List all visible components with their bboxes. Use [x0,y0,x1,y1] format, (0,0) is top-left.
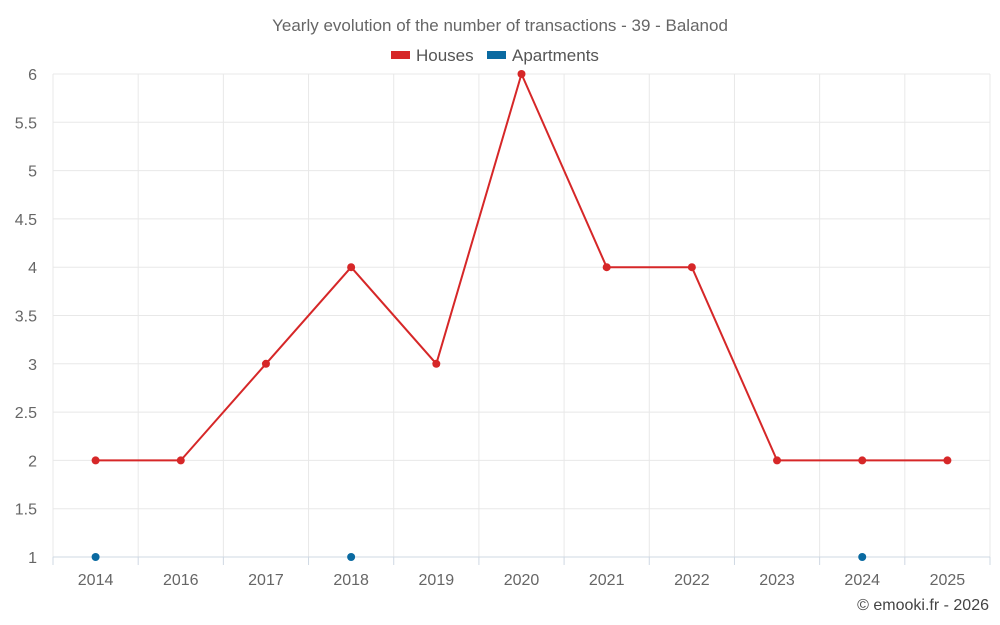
y-tick-label: 1.5 [15,502,37,519]
x-tick-label: 2017 [248,572,284,589]
x-tick-label: 2020 [504,572,540,589]
y-tick-label: 5.5 [15,115,37,132]
data-point-houses[interactable] [517,70,526,78]
data-point-houses[interactable] [176,456,185,465]
data-point-houses[interactable] [773,456,782,465]
y-tick-label: 4.5 [15,212,37,229]
x-tick-label: 2016 [163,572,199,589]
data-point-houses[interactable] [91,456,100,465]
data-point-houses[interactable] [347,263,356,272]
data-point-houses[interactable] [261,359,270,368]
legend: Houses Apartments [391,46,599,65]
legend-swatch-apartments [487,51,506,59]
x-tick-label: 2014 [78,572,114,589]
y-tick-label: 6 [28,67,37,84]
legend-label-apartments[interactable]: Apartments [512,46,599,65]
x-tick-label: 2018 [333,572,369,589]
data-point-houses[interactable] [432,359,441,368]
y-tick-label: 2 [28,453,37,470]
data-point-houses[interactable] [943,456,952,465]
y-tick-label: 5 [28,164,37,181]
x-axis-ticks: 2014 2016 2017 2018 2019 2020 2021 2022 2023 2024… [52,556,991,589]
series [91,70,952,561]
data-point-houses[interactable] [858,456,867,465]
data-point-apartments[interactable] [91,553,100,561]
grid [52,73,991,558]
data-point-houses[interactable] [687,263,696,272]
y-tick-label: 3 [28,357,37,374]
y-tick-label: 3.5 [15,309,37,326]
y-tick-label: 4 [28,260,37,277]
legend-label-houses[interactable]: Houses [416,46,474,65]
legend-swatch-houses [391,51,410,59]
y-axis-ticks: 1 1.5 2 2.5 3 3.5 4 4.5 5 5.5 6 [15,67,37,567]
chart-title: Yearly evolution of the number of transa… [272,16,728,35]
x-tick-label: 2022 [674,572,710,589]
y-tick-label: 1 [28,550,37,567]
x-tick-label: 2019 [419,572,455,589]
x-tick-label: 2023 [759,572,795,589]
data-point-apartments[interactable] [858,553,867,561]
y-tick-label: 2.5 [15,405,37,422]
data-point-apartments[interactable] [347,553,356,561]
credit-text: © emooki.fr - 2026 [857,597,989,614]
x-tick-label: 2024 [844,572,880,589]
x-tick-label: 2025 [930,572,966,589]
x-tick-label: 2021 [589,572,625,589]
data-point-houses[interactable] [602,263,611,272]
